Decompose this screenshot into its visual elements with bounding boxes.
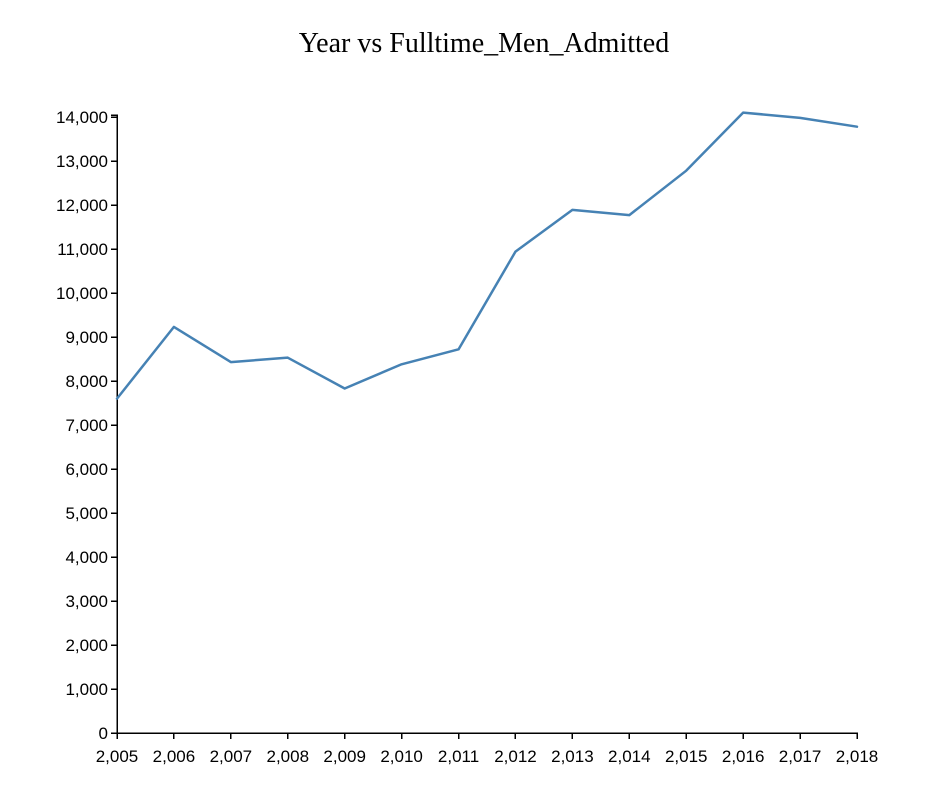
x-tick-label: 2,015 — [665, 747, 708, 766]
y-tick-label: 10,000 — [56, 284, 108, 303]
x-axis: 2,005 2,006 2,007 2,008 2,009 2,010 2,011 2,012… — [96, 732, 879, 766]
x-tick-label: 2,018 — [836, 747, 879, 766]
y-tick-label: 1,000 — [65, 680, 108, 699]
y-axis: 0 1,000 2,000 3,000 4,000 5,000 6,000 7,000 8,00… — [56, 108, 118, 743]
x-tick-label: 2,007 — [210, 747, 253, 766]
x-tick-label: 2,012 — [494, 747, 537, 766]
x-tick-label: 2,017 — [779, 747, 822, 766]
x-tick-label: 2,009 — [323, 747, 366, 766]
x-tick-label: 2,010 — [380, 747, 423, 766]
x-tick-label: 2,005 — [96, 747, 139, 766]
y-tick-label: 9,000 — [65, 328, 108, 347]
y-tick-label: 4,000 — [65, 548, 108, 567]
y-axis-line — [111, 114, 118, 734]
y-tick-label: 11,000 — [57, 240, 108, 259]
y-tick-label: 12,000 — [56, 196, 108, 215]
y-tick-label: 13,000 — [56, 152, 108, 171]
series-line — [115, 111, 859, 400]
y-tick-label: 7,000 — [65, 416, 108, 435]
x-tick-label: 2,011 — [438, 747, 479, 766]
chart-title: Year vs Fulltime_Men_Admitted — [299, 28, 669, 59]
x-tick-label: 2,016 — [722, 747, 765, 766]
y-tick-label: 3,000 — [65, 592, 108, 611]
y-tick-label: 5,000 — [65, 504, 108, 523]
x-tick-label: 2,014 — [608, 747, 651, 766]
y-tick-label: 14,000 — [56, 108, 108, 127]
y-tick-label: 8,000 — [65, 372, 108, 391]
x-tick-label: 2,008 — [266, 747, 309, 766]
x-axis-line — [116, 732, 858, 739]
x-tick-label: 2,013 — [551, 747, 594, 766]
x-tick-label: 2,006 — [153, 747, 196, 766]
series-layer — [115, 111, 859, 400]
y-tick-label: 6,000 — [65, 460, 108, 479]
plot-area: 0 1,000 2,000 3,000 4,000 5,000 6,000 7,000 8,00… — [56, 108, 878, 766]
y-tick-label: 0 — [99, 724, 108, 743]
y-tick-label: 2,000 — [65, 636, 108, 655]
